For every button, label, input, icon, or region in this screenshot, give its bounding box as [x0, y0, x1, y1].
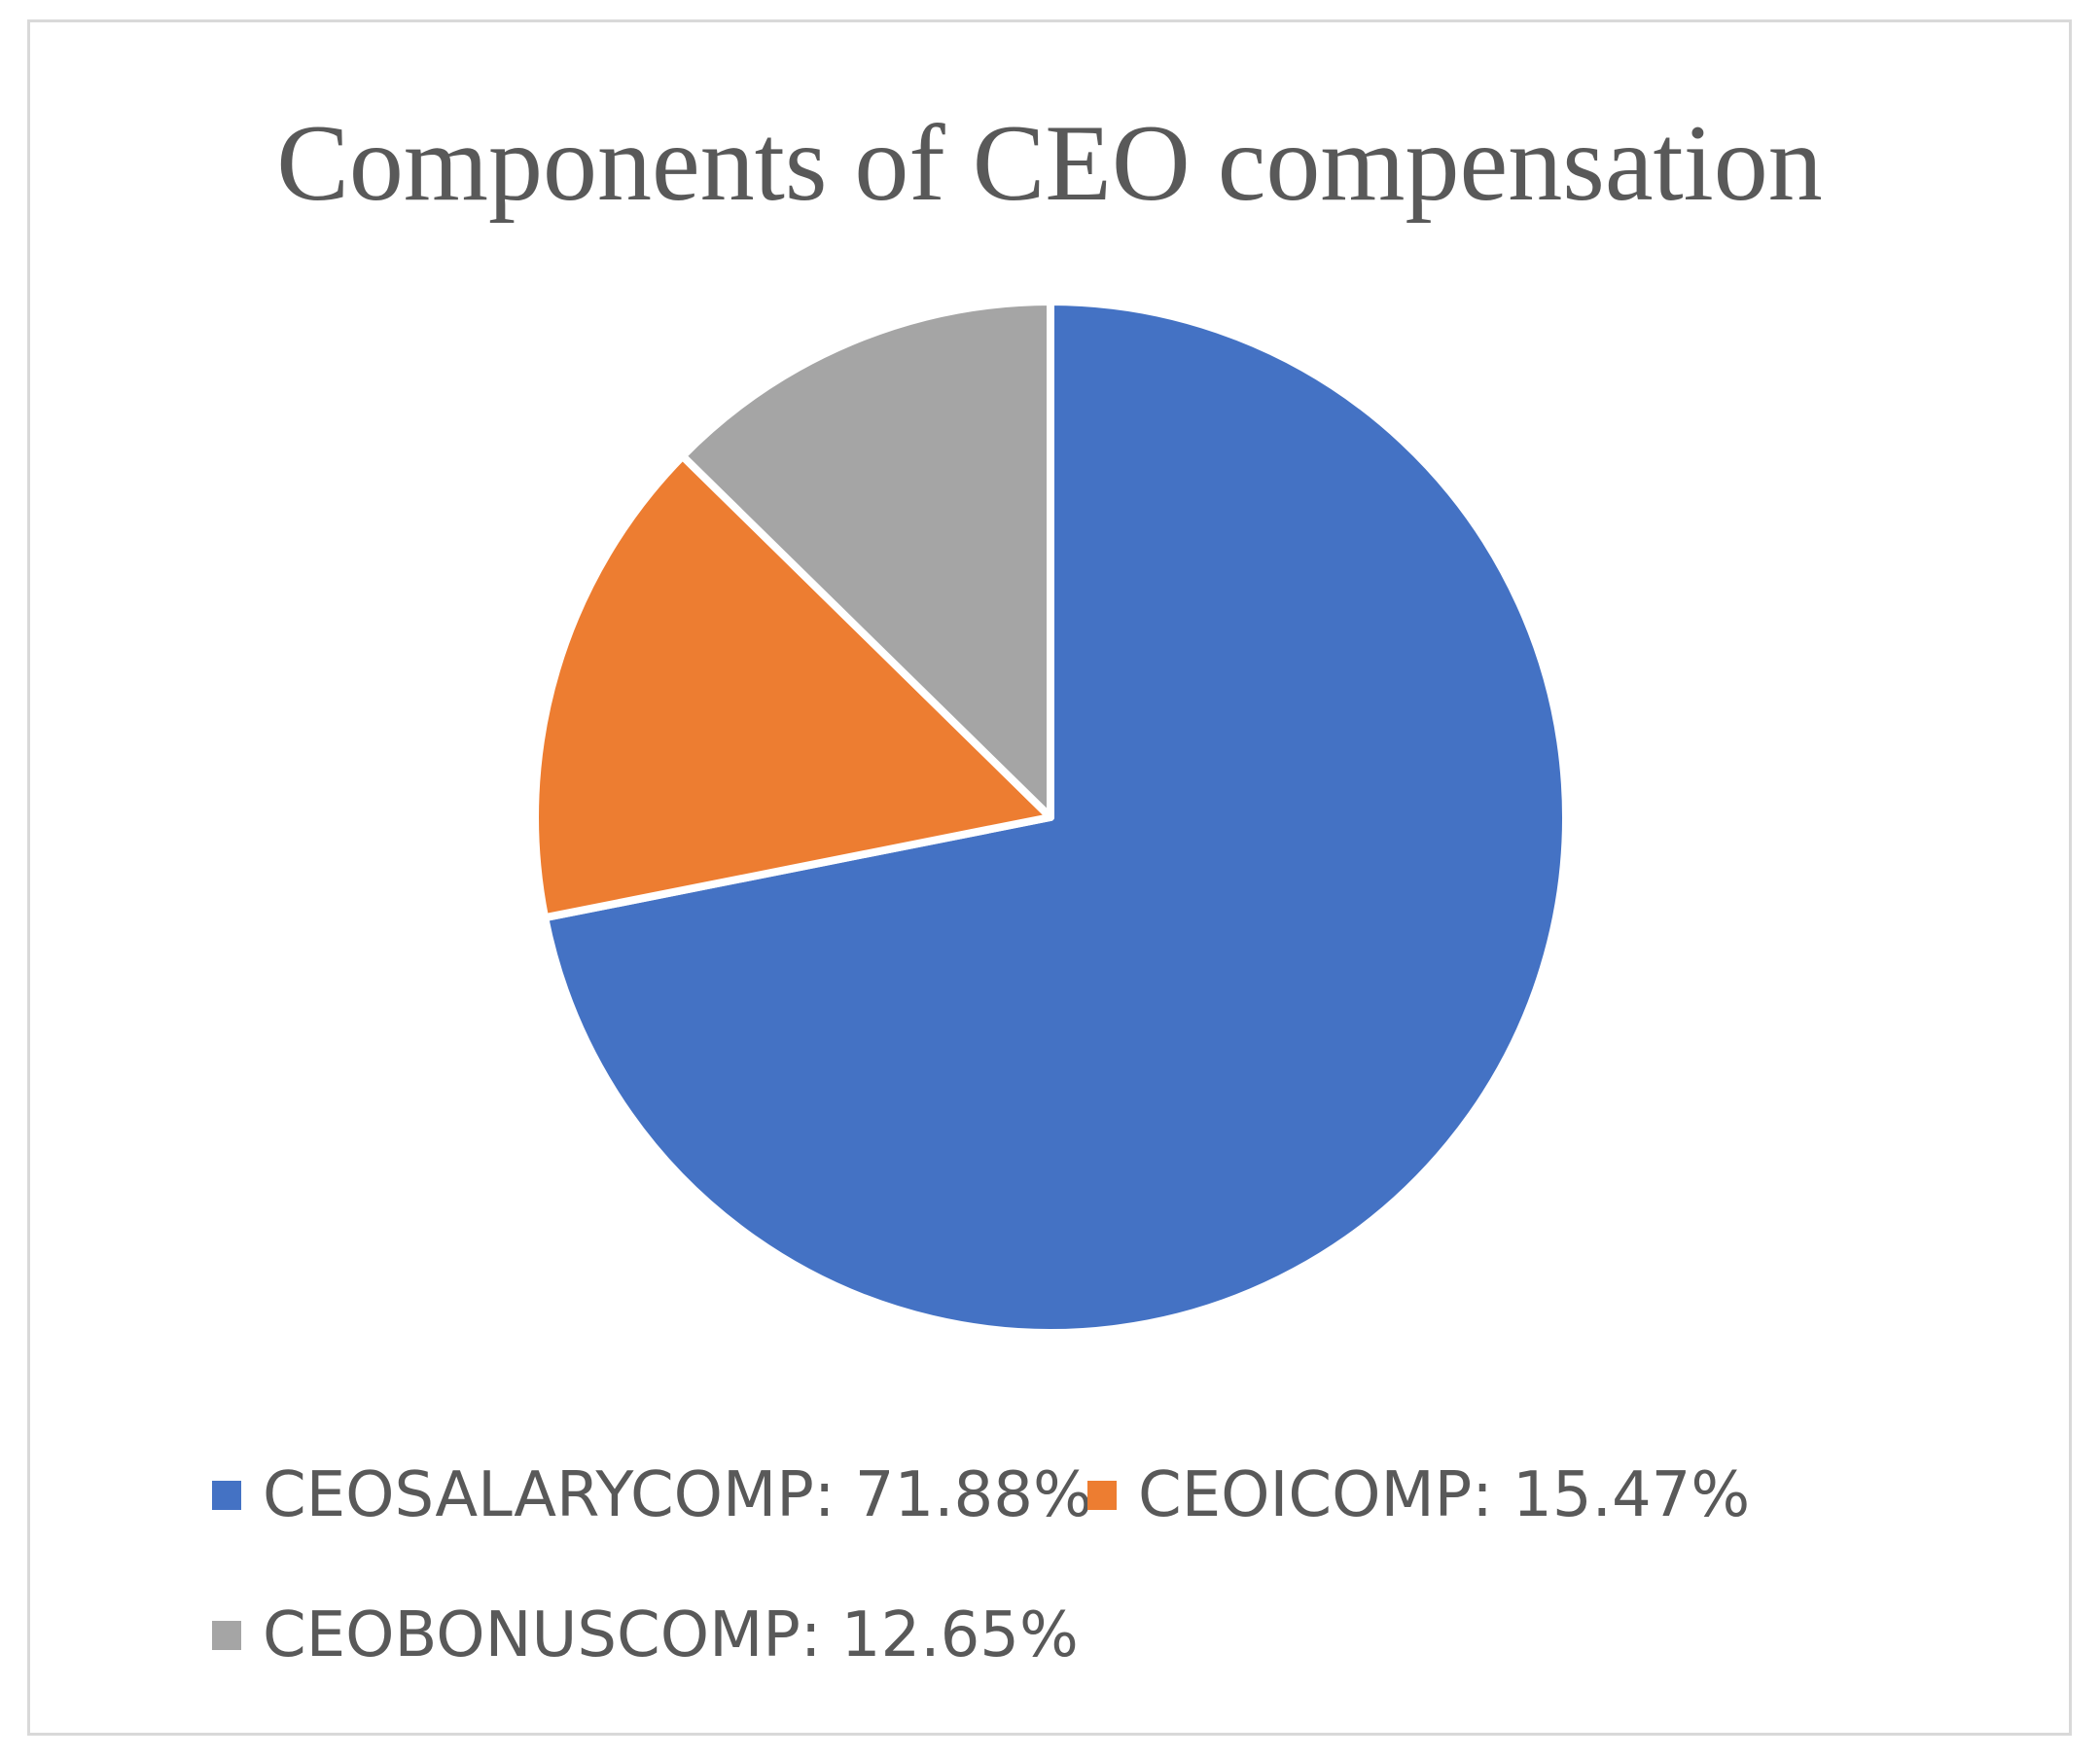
- legend-swatch-ceoicomp: [1087, 1481, 1117, 1510]
- legend-label-ceobonuscomp: CEOBONUSCOMP: 12.65%: [263, 1599, 1079, 1671]
- chart-title: Components of CEO compensation: [276, 103, 1823, 224]
- pie-slices: [531, 298, 1570, 1337]
- pie-slice-ceosalarycomp: [541, 298, 1570, 1337]
- legend-item-ceobonuscomp: CEOBONUSCOMP: 12.65%: [212, 1599, 1079, 1671]
- legend-item-ceosalarycomp: CEOSALARYCOMP: 71.88%: [212, 1459, 1092, 1531]
- legend-swatch-ceobonuscomp: [212, 1621, 241, 1650]
- legend-swatch-ceosalarycomp: [212, 1481, 241, 1510]
- pie-slice-ceoicomp: [531, 451, 1054, 922]
- legend-label-ceosalarycomp: CEOSALARYCOMP: 71.88%: [263, 1459, 1092, 1531]
- pie-slice-ceobonuscomp: [678, 298, 1054, 821]
- legend-label-ceoicomp: CEOICOMP: 15.47%: [1138, 1459, 1751, 1531]
- legend-item-ceoicomp: CEOICOMP: 15.47%: [1087, 1459, 1750, 1531]
